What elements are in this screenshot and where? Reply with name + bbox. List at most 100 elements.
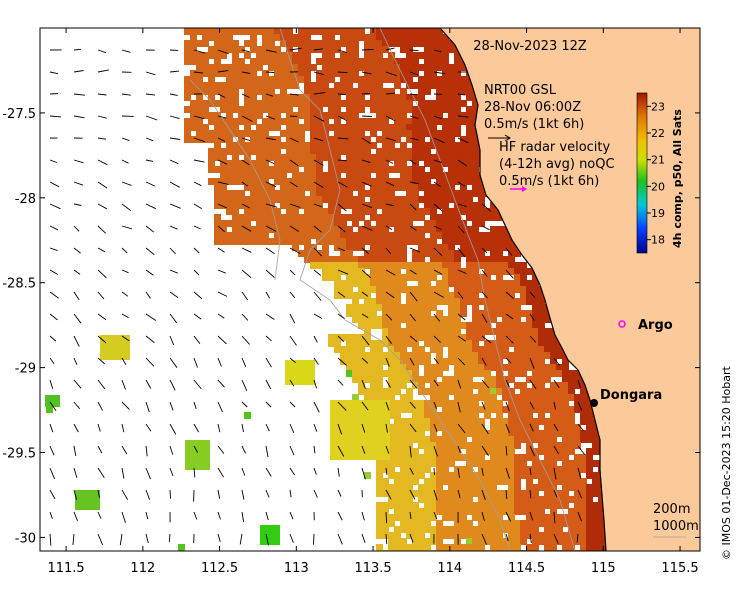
sst-cell bbox=[280, 238, 287, 245]
sst-cell bbox=[304, 34, 311, 41]
sst-cell bbox=[388, 538, 395, 545]
sst-cell bbox=[286, 118, 293, 125]
sst-cell bbox=[574, 436, 581, 443]
sst-cell bbox=[580, 394, 587, 401]
sst-cell bbox=[364, 226, 371, 233]
sst-cell bbox=[382, 244, 389, 251]
current-arrow bbox=[73, 335, 80, 347]
sst-cell bbox=[196, 100, 203, 107]
sst-cell bbox=[334, 112, 341, 119]
sst-cell bbox=[550, 490, 557, 497]
sst-cell bbox=[256, 172, 263, 179]
sst-cell bbox=[538, 370, 545, 377]
sst-cell bbox=[364, 280, 371, 287]
sst-cell bbox=[532, 460, 539, 467]
sst-cell bbox=[460, 496, 467, 503]
sst-cell bbox=[484, 532, 491, 539]
current-arrow bbox=[481, 467, 484, 476]
sst-cell bbox=[262, 148, 269, 155]
sst-cell bbox=[448, 142, 455, 149]
current-arrow bbox=[313, 445, 316, 454]
sst-cell bbox=[436, 280, 443, 287]
current-arrow bbox=[409, 159, 416, 165]
sst-cell bbox=[322, 184, 329, 191]
sst-cell bbox=[490, 400, 497, 407]
sst-cell bbox=[262, 160, 269, 167]
colorbar-tick-label: 18 bbox=[651, 234, 665, 247]
sst-cell bbox=[490, 394, 497, 401]
sst-patch bbox=[100, 335, 130, 360]
sst-cell bbox=[256, 166, 263, 173]
sst-cell bbox=[430, 328, 437, 335]
sst-cell bbox=[448, 112, 455, 119]
sst-cell bbox=[250, 106, 257, 113]
sst-cell bbox=[502, 226, 509, 233]
sst-cell bbox=[328, 268, 335, 275]
sst-cell bbox=[478, 328, 485, 335]
sst-cell bbox=[460, 190, 467, 197]
sst-cell bbox=[220, 220, 227, 227]
sst-cell bbox=[286, 124, 293, 131]
current-arrow bbox=[217, 269, 226, 274]
sst-cell bbox=[382, 58, 389, 65]
current-arrow bbox=[121, 511, 126, 524]
sst-cell bbox=[304, 238, 311, 245]
sst-cell bbox=[352, 148, 359, 155]
sst-cell bbox=[376, 112, 383, 119]
sst-cell bbox=[484, 208, 491, 215]
sst-cell bbox=[544, 310, 551, 317]
current-arrow bbox=[265, 357, 272, 368]
current-arrow bbox=[313, 335, 318, 343]
current-arrow bbox=[49, 467, 56, 480]
sst-cell bbox=[328, 124, 335, 131]
sst-cell bbox=[448, 280, 455, 287]
sst-cell bbox=[376, 478, 383, 485]
current-arrow bbox=[49, 159, 57, 163]
sst-cell bbox=[382, 484, 389, 491]
sst-cell bbox=[190, 118, 197, 125]
current-arrow bbox=[481, 511, 485, 521]
sst-cell bbox=[460, 442, 467, 449]
sst-cell bbox=[400, 328, 407, 335]
sst-cell bbox=[388, 532, 395, 539]
current-arrow bbox=[289, 423, 295, 433]
current-arrow bbox=[145, 489, 151, 500]
sst-cell bbox=[442, 274, 449, 281]
sst-cell bbox=[490, 454, 497, 461]
current-arrow bbox=[121, 357, 127, 366]
sst-cell bbox=[544, 544, 551, 551]
sst-cell bbox=[412, 514, 419, 521]
sst-cell bbox=[472, 304, 479, 311]
sst-cell bbox=[412, 202, 419, 209]
sst-cell bbox=[322, 40, 329, 47]
sst-cell bbox=[304, 52, 311, 59]
sst-cell bbox=[280, 88, 287, 95]
sst-cell bbox=[496, 406, 503, 413]
sst-cell bbox=[358, 178, 365, 185]
sst-cell bbox=[400, 88, 407, 95]
sst-cell bbox=[490, 358, 497, 365]
sst-cell bbox=[382, 286, 389, 293]
sst-cell bbox=[544, 346, 551, 353]
sst-cell bbox=[550, 412, 557, 419]
sst-cell bbox=[238, 202, 245, 209]
sst-cell bbox=[250, 100, 257, 107]
current-arrow bbox=[169, 181, 180, 188]
current-arrow bbox=[529, 357, 535, 369]
current-arrow bbox=[289, 137, 299, 143]
sst-cell bbox=[304, 226, 311, 233]
sst-cell bbox=[358, 214, 365, 221]
sst-cell bbox=[472, 238, 479, 245]
sst-cell bbox=[346, 130, 353, 137]
sst-cell bbox=[304, 232, 311, 239]
sst-cell bbox=[352, 202, 359, 209]
sst-cell bbox=[346, 88, 353, 95]
sst-cell bbox=[460, 526, 467, 533]
current-arrow bbox=[289, 225, 300, 232]
sst-cell bbox=[556, 514, 563, 521]
sst-cell bbox=[316, 76, 323, 83]
sst-cell bbox=[406, 262, 413, 269]
sst-cell bbox=[436, 370, 443, 377]
sst-cell bbox=[244, 202, 251, 209]
sst-cell bbox=[574, 502, 581, 509]
